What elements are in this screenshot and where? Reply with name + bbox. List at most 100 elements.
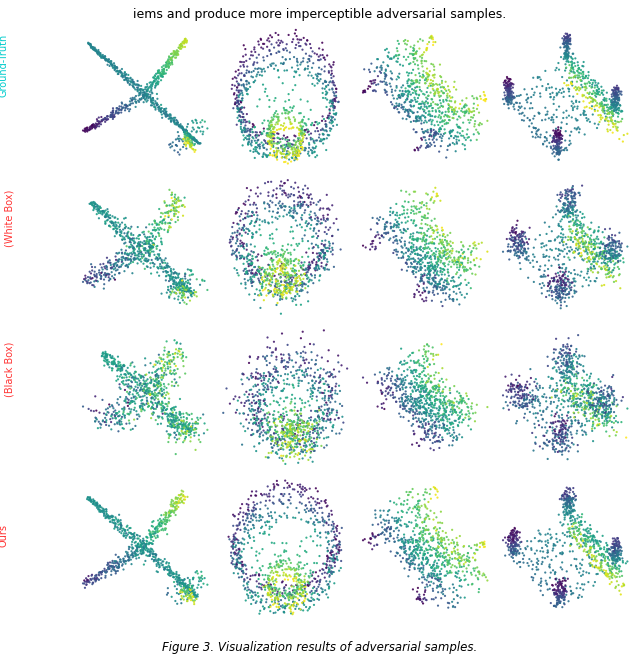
Point — [241, 208, 251, 218]
Point — [288, 574, 298, 584]
Point — [612, 568, 623, 579]
Point — [545, 380, 556, 391]
Point — [258, 43, 268, 54]
Point — [286, 428, 296, 438]
Point — [278, 58, 289, 68]
Point — [506, 234, 516, 245]
Point — [422, 44, 432, 55]
Point — [395, 519, 405, 530]
Point — [523, 243, 533, 254]
Point — [420, 513, 430, 524]
Point — [266, 584, 276, 594]
Point — [250, 500, 260, 511]
Point — [308, 226, 319, 236]
Point — [392, 523, 403, 533]
Point — [461, 107, 471, 118]
Point — [588, 256, 598, 267]
Point — [150, 404, 161, 414]
Point — [454, 254, 464, 265]
Point — [184, 423, 194, 434]
Point — [594, 396, 604, 407]
Point — [515, 400, 525, 410]
Point — [252, 386, 262, 397]
Point — [319, 61, 330, 72]
Point — [268, 375, 278, 386]
Point — [183, 286, 193, 296]
Point — [566, 589, 577, 600]
Point — [279, 260, 289, 270]
Point — [565, 348, 575, 359]
Point — [429, 432, 440, 442]
Point — [300, 578, 310, 588]
Point — [378, 57, 388, 68]
Point — [422, 389, 433, 400]
Point — [564, 289, 574, 299]
Point — [259, 489, 269, 499]
Point — [609, 551, 620, 562]
Point — [314, 256, 324, 266]
Point — [329, 88, 339, 99]
Point — [603, 239, 613, 250]
Point — [404, 537, 414, 547]
Point — [320, 239, 330, 250]
Point — [563, 49, 573, 60]
Point — [182, 594, 193, 605]
Point — [600, 241, 611, 252]
Point — [166, 405, 177, 416]
Point — [600, 258, 611, 269]
Point — [184, 594, 194, 604]
Point — [520, 381, 531, 392]
Point — [563, 51, 573, 62]
Point — [597, 548, 607, 559]
Point — [385, 54, 395, 64]
Point — [386, 97, 396, 108]
Point — [401, 243, 412, 254]
Point — [603, 544, 613, 555]
Point — [188, 144, 198, 155]
Point — [315, 370, 325, 380]
Point — [252, 413, 262, 424]
Point — [268, 217, 278, 228]
Point — [184, 584, 194, 594]
Point — [615, 561, 625, 572]
Point — [326, 385, 336, 396]
Point — [144, 383, 154, 394]
Point — [597, 410, 607, 421]
Point — [406, 389, 416, 400]
Point — [83, 275, 93, 286]
Point — [585, 560, 595, 571]
Point — [130, 237, 140, 248]
Point — [444, 115, 454, 125]
Point — [252, 215, 262, 226]
Point — [415, 242, 426, 252]
Point — [370, 244, 380, 254]
Point — [608, 552, 618, 562]
Point — [326, 124, 337, 134]
Point — [566, 278, 577, 288]
Point — [550, 235, 560, 246]
Point — [273, 584, 284, 595]
Point — [559, 598, 569, 608]
Point — [598, 388, 609, 398]
Point — [573, 510, 583, 521]
Point — [179, 278, 189, 289]
Point — [591, 85, 602, 96]
Point — [408, 88, 418, 98]
Point — [435, 580, 445, 590]
Point — [279, 125, 289, 135]
Point — [169, 268, 179, 279]
Point — [294, 362, 305, 373]
Point — [424, 131, 435, 141]
Point — [295, 590, 305, 601]
Point — [397, 390, 408, 400]
Point — [583, 385, 593, 396]
Point — [128, 543, 138, 554]
Point — [569, 350, 579, 361]
Point — [299, 440, 309, 451]
Point — [556, 276, 566, 286]
Point — [272, 434, 282, 444]
Point — [95, 567, 106, 578]
Point — [159, 371, 169, 381]
Point — [275, 591, 285, 602]
Point — [548, 428, 558, 439]
